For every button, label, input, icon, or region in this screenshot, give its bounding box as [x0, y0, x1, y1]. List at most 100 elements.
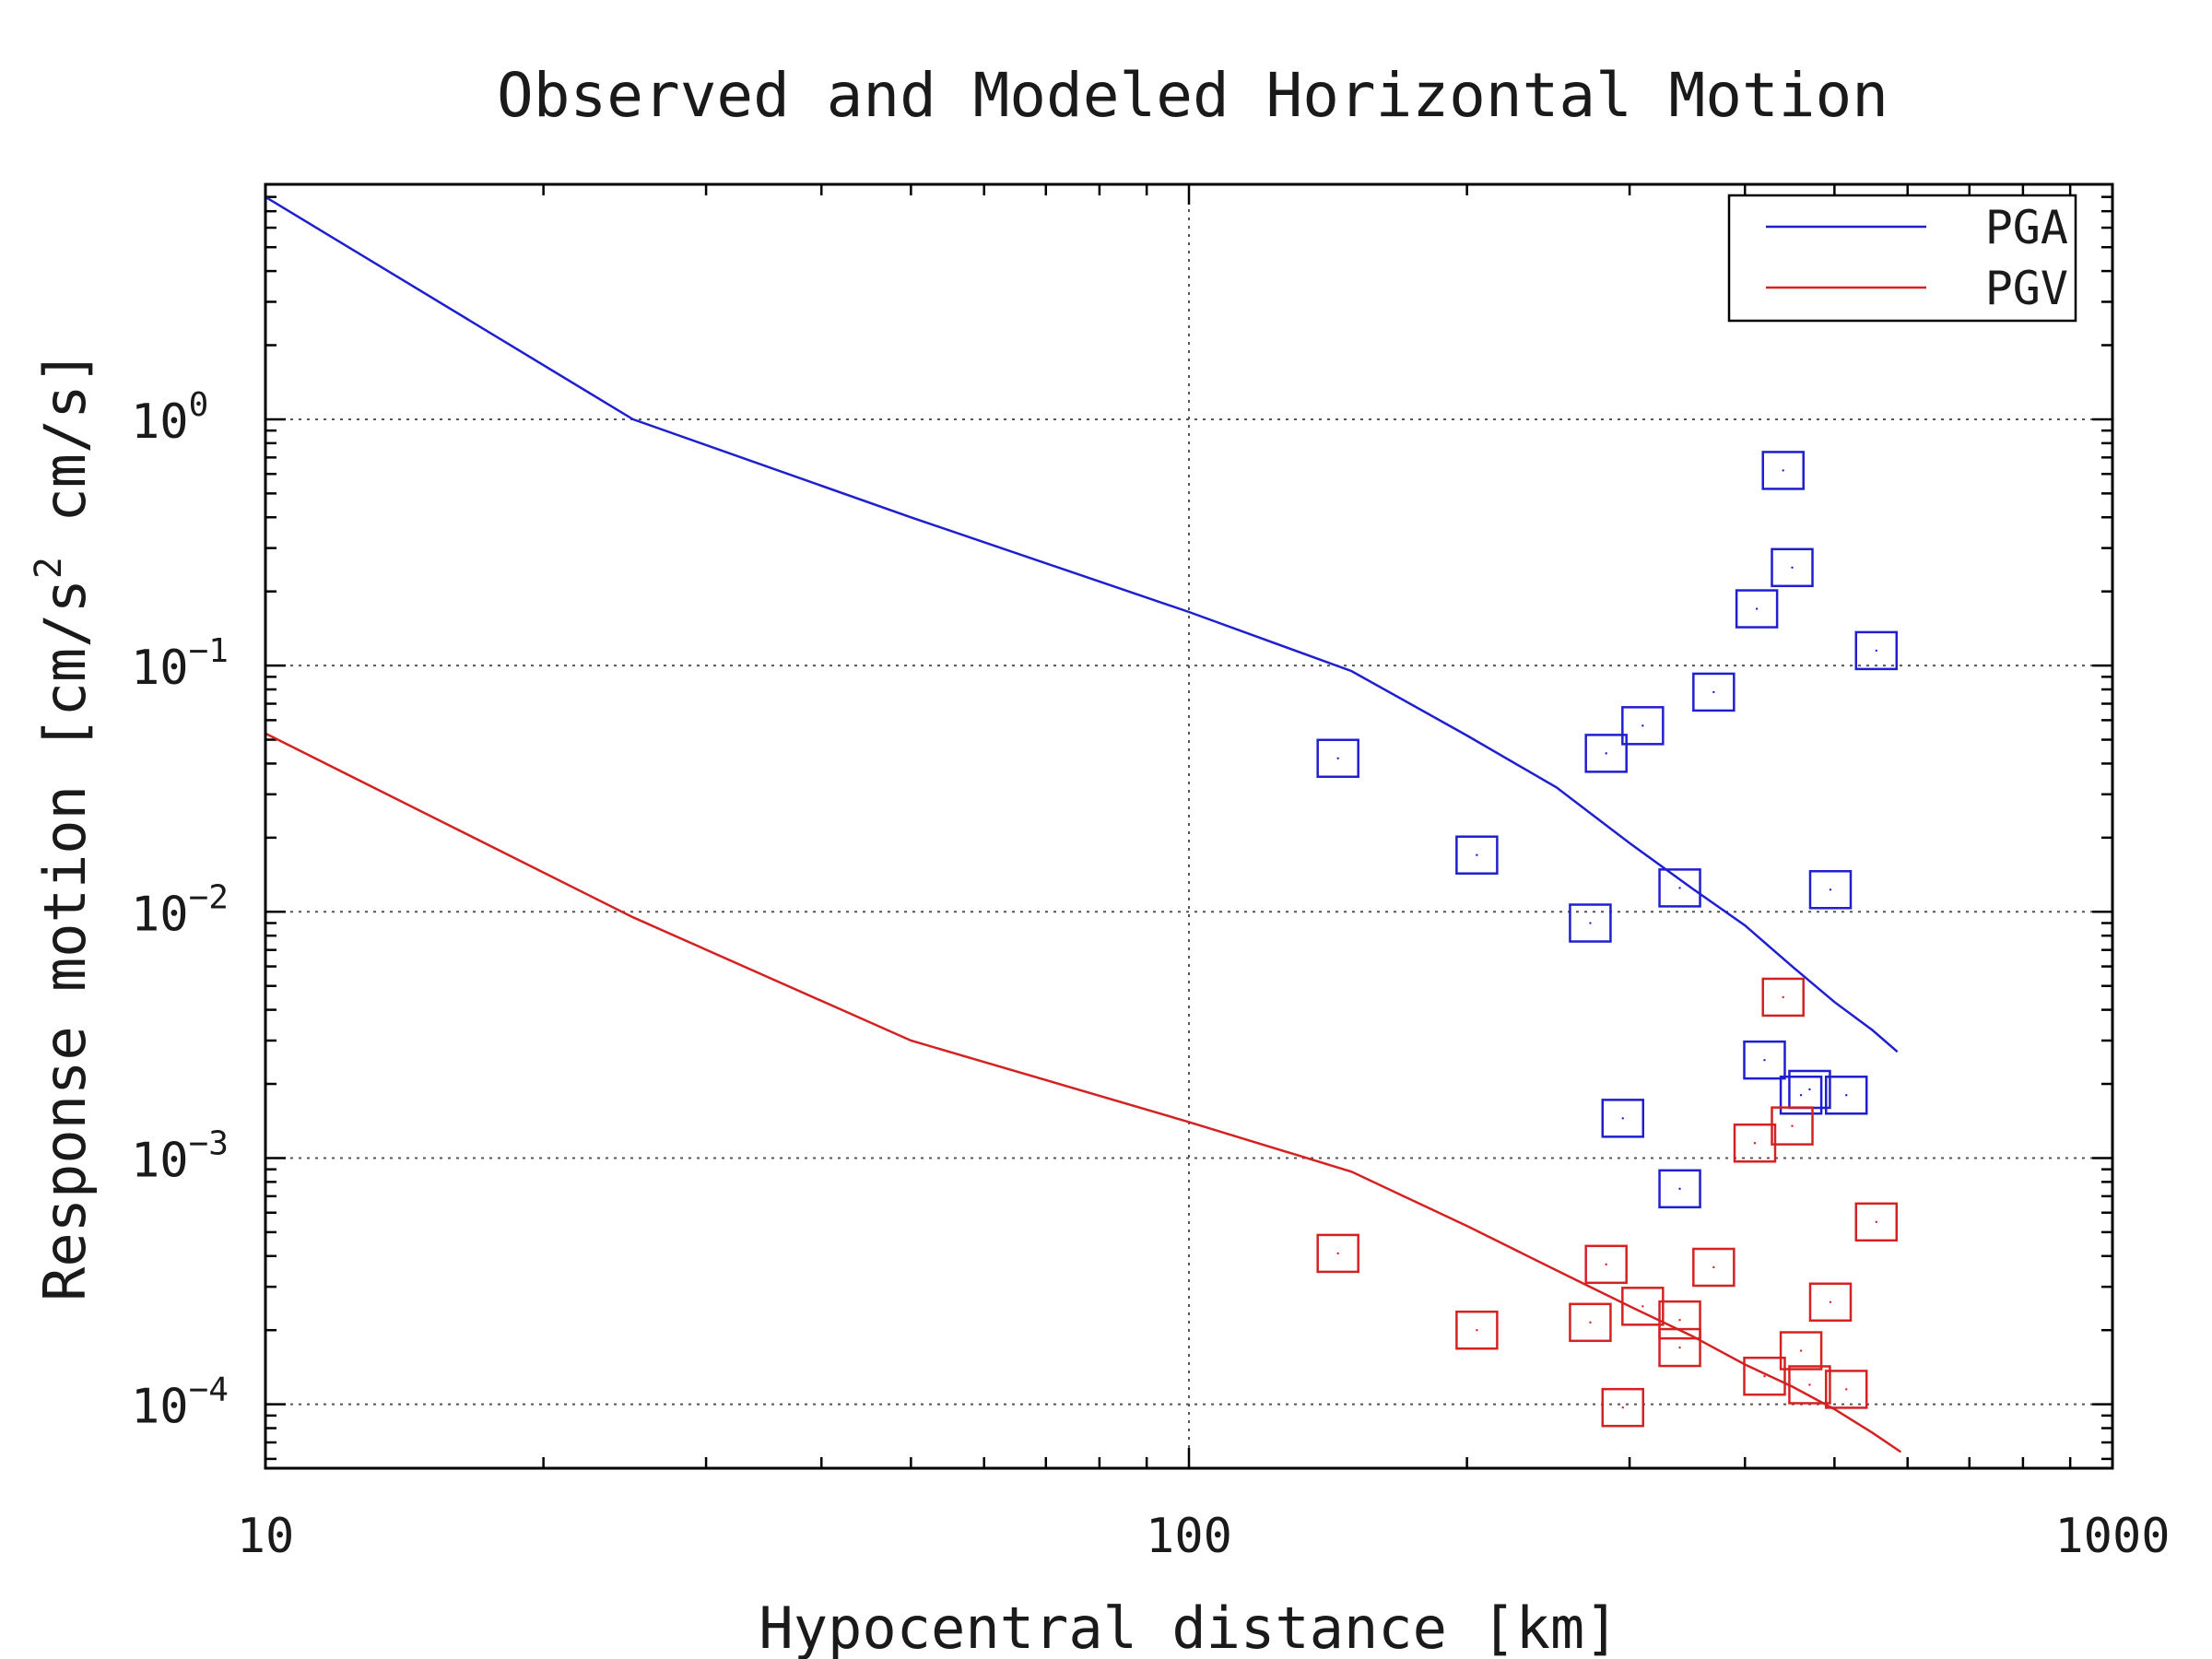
- observed-marker-pga: [1771, 547, 1814, 588]
- y-tick-label: 10−4: [131, 1371, 229, 1435]
- y-tick-label: 10−2: [131, 878, 229, 942]
- observed-point-pga: [1678, 887, 1681, 889]
- observed-marker-pgv: [1455, 1310, 1499, 1350]
- y-tick-exponent: −1: [189, 632, 229, 670]
- x-axis-label: Hypocentral distance [km]: [759, 1594, 1618, 1659]
- observed-marker-pgv: [1692, 1247, 1735, 1288]
- observed-marker-pgv: [1569, 1302, 1612, 1343]
- y-axis-label-main: Response motion [cm/s: [31, 579, 99, 1301]
- observed-marker-pga: [1761, 451, 1805, 490]
- observed-marker-pgv: [1733, 1123, 1777, 1163]
- observed-point-pga: [1712, 690, 1715, 694]
- observed-marker-pgv: [1788, 1365, 1831, 1405]
- observed-point-pgv: [1753, 1142, 1757, 1145]
- legend: PGA PGV: [1727, 194, 2077, 323]
- observed-marker-pga: [1569, 903, 1612, 943]
- y-tick-base: 10: [131, 1133, 189, 1188]
- observed-marker-pga: [1779, 1076, 1823, 1115]
- observed-marker-pgv: [1658, 1327, 1701, 1368]
- observed-marker-pga: [1658, 868, 1701, 908]
- observed-marker-pga: [1824, 1076, 1868, 1115]
- y-tick-label: 100: [131, 386, 208, 450]
- x-tick-label: 1000: [2054, 1509, 2170, 1564]
- observed-point-pgv: [1845, 1388, 1848, 1391]
- series-line-pgv: [265, 732, 1902, 1453]
- observed-point-pgv: [1678, 1346, 1681, 1349]
- observed-point-pgv: [1791, 1124, 1794, 1127]
- grid: [265, 184, 2112, 1468]
- y-tick-exponent: 0: [189, 386, 209, 424]
- observed-point-pga: [1791, 566, 1794, 569]
- observed-marker-pga: [1735, 589, 1779, 629]
- y-tick-label: 10−3: [131, 1124, 229, 1188]
- observed-point-pga: [1845, 1094, 1848, 1097]
- observed-marker-pga: [1692, 672, 1735, 712]
- y-tick-exponent: −4: [189, 1371, 229, 1409]
- x-tick-label: 10: [237, 1509, 295, 1564]
- observed-point-pgv: [1782, 995, 1784, 999]
- observed-point-pga: [1808, 1088, 1811, 1091]
- observed-marker-pga: [1743, 1040, 1786, 1080]
- observed-point-pga: [1763, 1058, 1766, 1062]
- observed-marker-pgv: [1621, 1287, 1665, 1326]
- legend-box: [1727, 194, 2077, 323]
- observed-point-pga: [1829, 888, 1832, 891]
- y-tick-base: 10: [131, 641, 189, 696]
- observed-marker-pgv: [1824, 1370, 1868, 1409]
- observed-point-pgv: [1799, 1349, 1803, 1352]
- y-tick-label: 10−1: [131, 632, 229, 696]
- observed-point-pgv: [1875, 1220, 1877, 1224]
- series-markers: [1316, 451, 1899, 1428]
- observed-marker-pgv: [1808, 1282, 1853, 1323]
- observed-point-pgv: [1763, 1374, 1766, 1378]
- observed-point-pgv: [1678, 1318, 1681, 1322]
- series-line-pga: [265, 195, 1899, 1053]
- observed-marker-pga: [1808, 870, 1853, 910]
- observed-marker-pgv: [1658, 1300, 1701, 1340]
- chart-title: Observed and Modeled Horizontal Motion: [497, 60, 1888, 131]
- observed-point-pgv: [1808, 1383, 1811, 1386]
- y-tick-exponent: −3: [189, 1124, 229, 1162]
- legend-label-pgv: PGV: [1985, 262, 2068, 315]
- observed-marker-pga: [1621, 706, 1665, 746]
- y-axis-label: Response motion [cm/s2 cm/s]: [28, 350, 99, 1301]
- observed-marker-pga: [1455, 835, 1499, 875]
- observed-point-pga: [1678, 1187, 1681, 1191]
- observed-point-pga: [1755, 607, 1759, 610]
- observed-marker-pga: [1584, 734, 1628, 773]
- observed-point-pgv: [1605, 1263, 1607, 1266]
- observed-point-pga: [1336, 757, 1339, 759]
- legend-label-pga: PGA: [1985, 201, 2068, 254]
- observed-point-pga: [1605, 752, 1607, 755]
- observed-marker-pgv: [1601, 1387, 1645, 1428]
- observed-marker-pgv: [1771, 1106, 1814, 1146]
- y-tick-base: 10: [131, 1380, 189, 1435]
- observed-point-pgv: [1336, 1252, 1339, 1255]
- observed-point-pgv: [1589, 1321, 1592, 1324]
- observed-point-pgv: [1829, 1300, 1832, 1303]
- y-tick-base: 10: [131, 887, 189, 942]
- x-tick-label: 100: [1146, 1509, 1232, 1564]
- observed-point-pga: [1476, 853, 1478, 856]
- observed-point-pgv: [1621, 1406, 1624, 1409]
- observed-point-pga: [1875, 649, 1877, 653]
- series-lines: [265, 195, 1902, 1453]
- observed-point-pgv: [1476, 1329, 1478, 1332]
- observed-marker-pgv: [1316, 1233, 1359, 1274]
- y-axis-label-superscript: 2: [28, 557, 70, 579]
- observed-marker-pgv: [1854, 1202, 1899, 1242]
- observed-marker-pgv: [1779, 1331, 1823, 1371]
- observed-marker-pga: [1316, 738, 1359, 779]
- observed-point-pgv: [1641, 1305, 1644, 1308]
- observed-point-pga: [1641, 724, 1644, 727]
- observed-point-pgv: [1712, 1265, 1715, 1269]
- observed-point-pga: [1621, 1117, 1624, 1120]
- y-axis-label-unit: cm/s]: [31, 350, 99, 557]
- x-tick-labels: 10 100 1000: [237, 1509, 2171, 1564]
- observed-point-pga: [1782, 469, 1784, 472]
- observed-marker-pgv: [1584, 1244, 1628, 1285]
- observed-point-pga: [1799, 1094, 1803, 1097]
- observed-marker-pga: [1854, 630, 1899, 671]
